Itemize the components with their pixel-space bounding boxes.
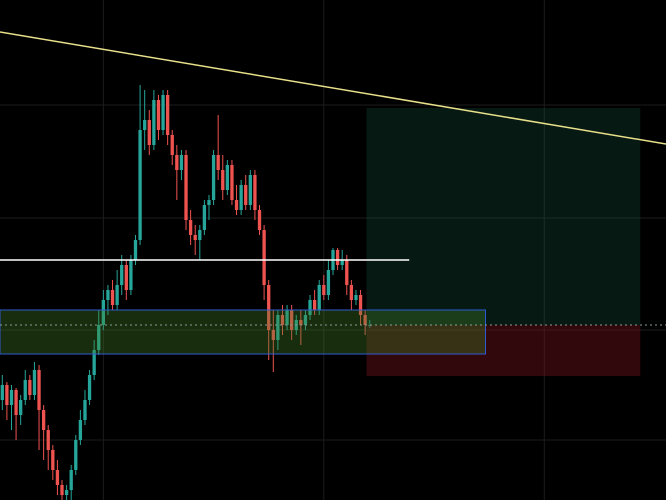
candle-body (115, 285, 119, 305)
candle-body (276, 315, 280, 340)
candle-body (129, 260, 133, 290)
candle-body (92, 350, 96, 375)
drawing-box (366, 108, 641, 325)
candle-body (303, 315, 308, 325)
candle-body (101, 300, 105, 325)
candle-body (354, 295, 358, 300)
candle-body (285, 310, 289, 325)
candle-body (317, 285, 321, 310)
candle-body (358, 295, 363, 315)
candle-body (133, 240, 138, 260)
candle-body (23, 380, 27, 400)
candle-body (37, 370, 41, 410)
candle-body (87, 375, 92, 400)
candle-body (19, 400, 23, 415)
candle-body (156, 100, 161, 130)
candle-body (9, 390, 14, 405)
candle-body (262, 230, 266, 285)
candle-body (0, 385, 4, 400)
candle-body (280, 315, 285, 325)
candle-body (170, 135, 174, 155)
candle-body (363, 315, 367, 325)
candle-body (5, 385, 9, 405)
candle-body (28, 380, 32, 395)
candle-body (198, 230, 202, 240)
candle-body (152, 100, 156, 145)
candle-body (239, 185, 243, 210)
drawing-box (0, 309, 486, 355)
candle-body (312, 300, 317, 310)
candle-body (326, 270, 331, 295)
candle-body (110, 290, 115, 305)
candle-body (124, 265, 128, 290)
candle-body (69, 470, 73, 490)
candle-body (55, 470, 60, 485)
candle-body (120, 265, 124, 285)
candle-body (335, 250, 340, 265)
candle-body (51, 450, 55, 470)
candle-body (46, 430, 50, 450)
candle-body (322, 285, 326, 295)
candle-body (14, 390, 18, 415)
candle-body (202, 205, 207, 230)
drawing-line (0, 31, 666, 145)
candle-body (308, 300, 312, 315)
candle-body (290, 310, 294, 330)
candle-body (60, 485, 64, 495)
candle-body (345, 260, 349, 285)
candle-body (221, 170, 225, 190)
candle-body (244, 185, 248, 205)
candle-body (188, 220, 193, 235)
candle-body (74, 440, 78, 470)
candle-body (175, 155, 179, 170)
candle-body (193, 235, 197, 240)
candle-body (267, 285, 271, 330)
candle-body (165, 95, 170, 135)
candle-body (253, 175, 257, 210)
candle-body (143, 120, 147, 130)
candle-body (211, 155, 216, 200)
candle-body (271, 330, 275, 340)
candle-body (106, 290, 110, 300)
candle-body (257, 210, 262, 230)
drawing-box (366, 325, 641, 376)
candle-body (41, 410, 46, 430)
candle-body (147, 120, 151, 145)
candle-body (138, 130, 142, 240)
candle-body (97, 325, 101, 350)
candle-body (216, 155, 220, 170)
candle-body (349, 285, 354, 300)
candle-body (78, 420, 83, 440)
candle-body (248, 175, 252, 205)
candle-body (207, 200, 211, 205)
candle-body (83, 400, 87, 420)
candle-body (161, 95, 165, 130)
candle-body (225, 165, 230, 190)
candle-body (234, 200, 239, 210)
candle-body (368, 325, 372, 326)
candle-body (340, 260, 344, 265)
candle-body (230, 165, 234, 200)
candle-body (64, 490, 69, 495)
candle-body (32, 370, 37, 395)
candle-body (179, 155, 184, 170)
candle-body (184, 155, 188, 220)
candle-body (299, 320, 303, 325)
